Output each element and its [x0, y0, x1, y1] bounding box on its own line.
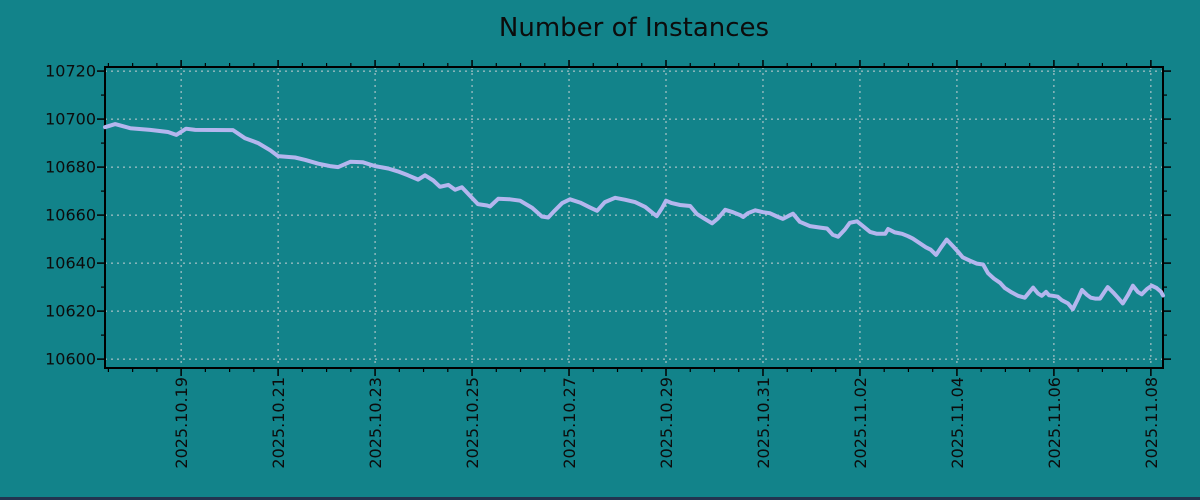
- y-axis-tick-label: 10700: [45, 110, 96, 129]
- x-axis-tick-label: 2025.10.29: [657, 377, 676, 469]
- chart-title: Number of Instances: [498, 13, 770, 43]
- x-axis-tick-label: 2025.11.06: [1045, 377, 1064, 469]
- x-axis-tick-label: 2025.10.19: [172, 377, 191, 469]
- x-axis-tick-label: 2025.10.21: [269, 377, 288, 469]
- chart-line-instances: [103, 122, 1165, 312]
- y-axis-tick-label: 10660: [45, 206, 96, 225]
- x-axis-tick-label: 2025.11.02: [851, 377, 870, 469]
- x-axis-tick-label: 2025.10.25: [463, 377, 482, 469]
- window-edge-bar: [0, 497, 1200, 500]
- x-axis-tick-label: 2025.10.27: [560, 377, 579, 469]
- y-axis-tick-label: 10680: [45, 158, 96, 177]
- x-axis-tick-label: 2025.11.08: [1142, 377, 1161, 469]
- y-axis-tick-label: 10620: [45, 302, 96, 321]
- y-axis-tick-label: 10720: [45, 62, 96, 81]
- x-axis-tick-label: 2025.10.31: [754, 377, 773, 469]
- x-axis-tick-label: 2025.10.23: [366, 377, 385, 469]
- y-axis-tick-label: 10600: [45, 350, 96, 369]
- plot-border: [104, 66, 1164, 369]
- x-axis-tick-label: 2025.11.04: [948, 377, 967, 469]
- y-axis-tick-label: 10640: [45, 254, 96, 273]
